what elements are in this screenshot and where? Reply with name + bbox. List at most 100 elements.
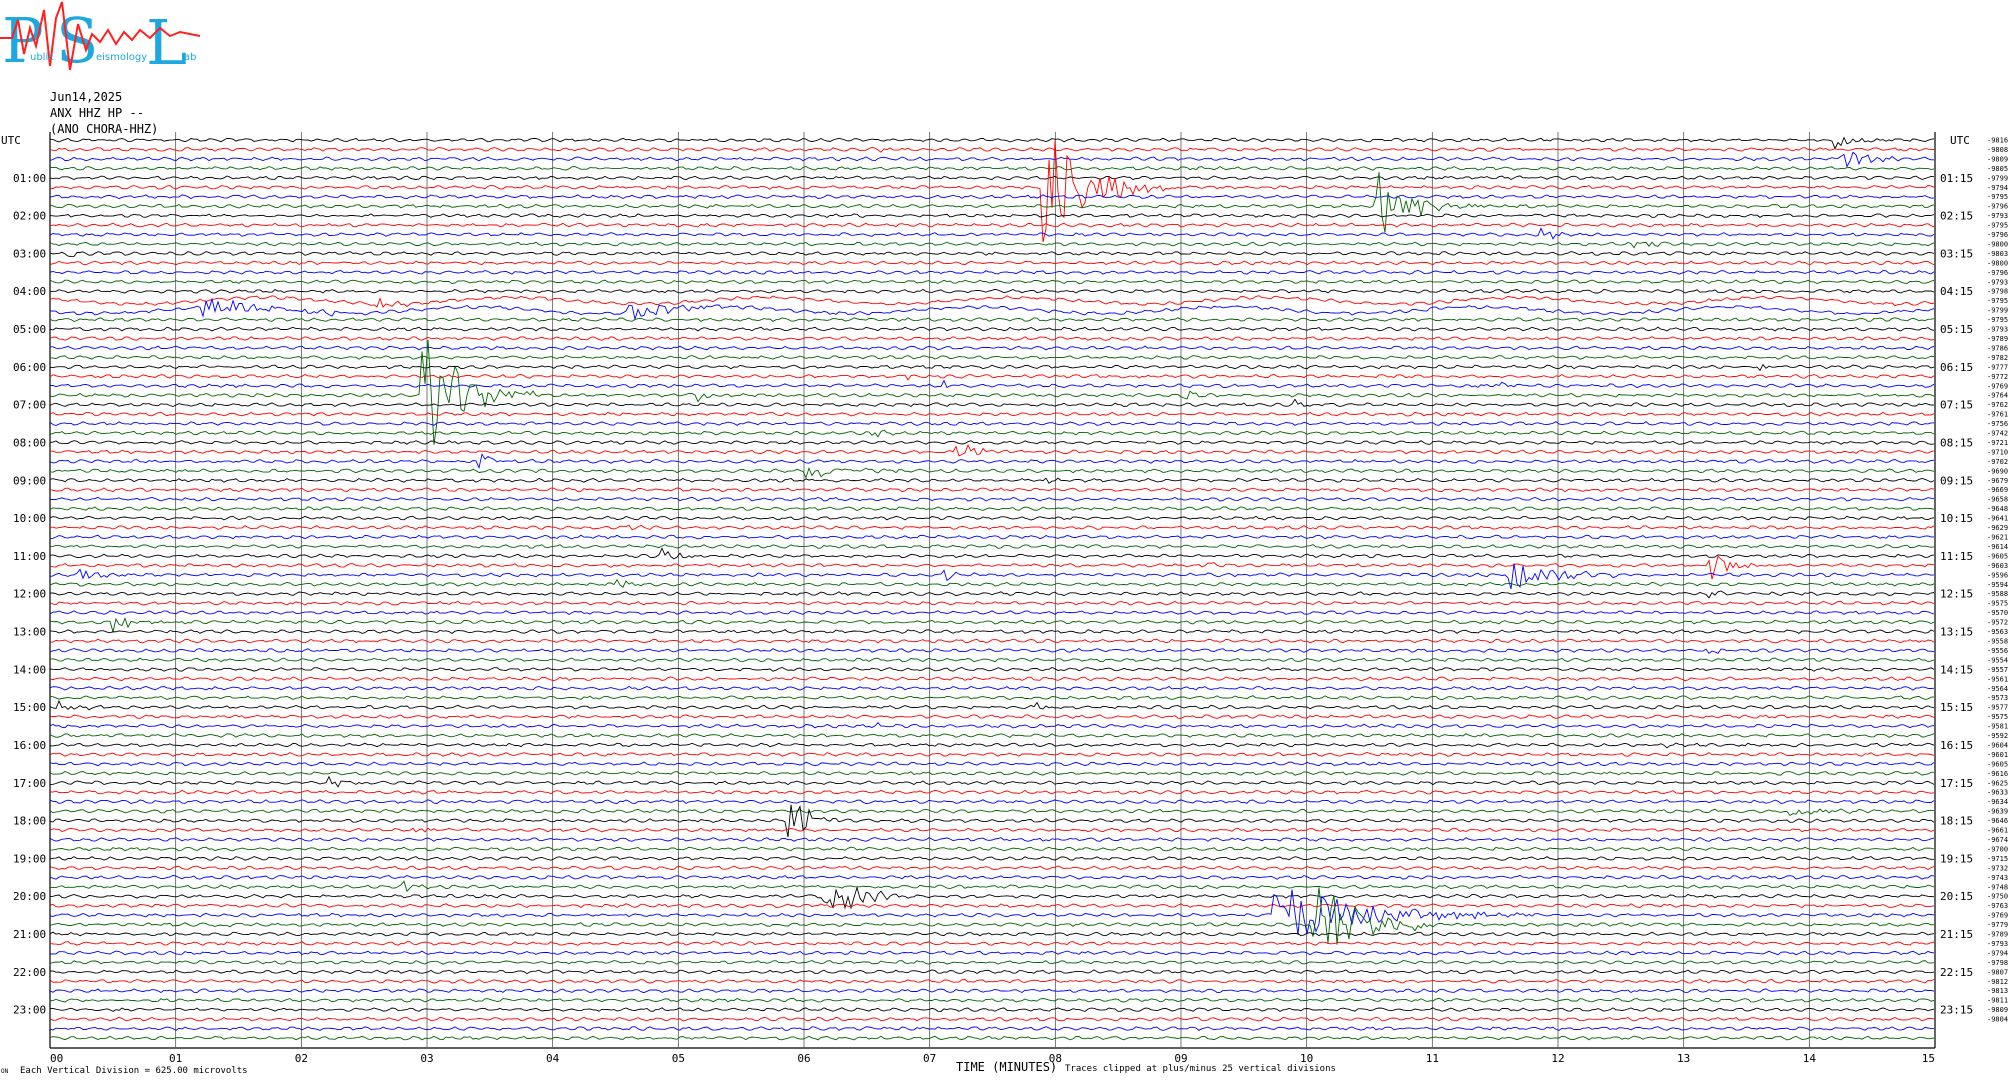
- trace-32: [49, 440, 1935, 445]
- trace-5: [49, 140, 1935, 243]
- trace-64: [49, 742, 1935, 749]
- trace-89: [49, 978, 1935, 984]
- trace-65: [49, 752, 1935, 757]
- trace-8: [49, 213, 1935, 219]
- trace-45: [49, 555, 1935, 580]
- trace-12: [49, 251, 1935, 258]
- trace-offset-label: -9616: [1987, 770, 2008, 778]
- trace-offset-label: -9812: [1987, 978, 2008, 986]
- trace-21: [49, 336, 1935, 341]
- hour-label-right: 13:15: [1940, 626, 1973, 639]
- x-tick-label: 07: [923, 1052, 936, 1065]
- trace-67: [49, 771, 1934, 776]
- trace-61: [49, 714, 1935, 720]
- trace-offset-label: -9634: [1987, 798, 2008, 806]
- trace-offset-label: -9816: [1987, 137, 2008, 145]
- trace-1: [49, 147, 1935, 153]
- hour-label-right: 10:15: [1940, 512, 1973, 525]
- trace-offset-label: -9604: [1987, 741, 2008, 749]
- x-axis-title: TIME (MINUTES): [956, 1060, 1057, 1074]
- trace-11: [49, 241, 1935, 249]
- trace-offset-label: -9796: [1987, 203, 2008, 211]
- hour-label-right: 03:15: [1940, 247, 1973, 260]
- trace-offset-label: -9601: [1987, 751, 2008, 759]
- trace-offset-label: -9588: [1987, 590, 2008, 598]
- trace-offset-label: -9762: [1987, 401, 2008, 409]
- x-tick-label: 12: [1551, 1052, 1564, 1065]
- x-tick-label: 13: [1677, 1052, 1690, 1065]
- trace-47: [49, 578, 1935, 588]
- hour-label-left: 20:00: [13, 890, 46, 903]
- x-tick-label: 02: [295, 1052, 308, 1065]
- footer-left-mark: ON: [1, 1068, 9, 1075]
- hour-label-left: 06:00: [13, 361, 46, 374]
- trace-offset-label: -9572: [1987, 619, 2008, 627]
- trace-offset-label: -9764: [1987, 392, 2008, 400]
- trace-54: [49, 648, 1935, 655]
- trace-offset-label: -9782: [1987, 354, 2008, 362]
- x-tick-label: 14: [1803, 1052, 1817, 1065]
- hour-label-left: 05:00: [13, 323, 46, 336]
- trace-offset-label: -9805: [1987, 165, 2008, 173]
- trace-68: [49, 775, 1935, 788]
- trace-offset-label: -9811: [1987, 997, 2008, 1005]
- trace-offset-label: -9796: [1987, 231, 2008, 239]
- hour-label-right: 08:15: [1940, 436, 1973, 449]
- trace-37: [49, 487, 1935, 493]
- trace-offset-label: -9750: [1987, 893, 2008, 901]
- trace-offset-label: -9633: [1987, 789, 2008, 797]
- trace-offset-label: -9556: [1987, 647, 2008, 655]
- trace-66: [49, 761, 1935, 767]
- trace-78: [49, 874, 1935, 880]
- hour-label-left: 13:00: [13, 626, 46, 639]
- trace-31: [49, 429, 1935, 438]
- trace-93: [49, 1016, 1935, 1022]
- trace-20: [49, 326, 1935, 332]
- trace-offset-label: -9789: [1987, 931, 2008, 939]
- trace-offset-label: -9661: [1987, 827, 2008, 835]
- logo-subtext-lab: ab: [184, 52, 196, 63]
- x-tick-label: 04: [546, 1052, 560, 1065]
- trace-offset-label: -9793: [1987, 326, 2008, 334]
- logo-seismogram: [0, 1, 201, 71]
- trace-offset-label: -9646: [1987, 817, 2008, 825]
- trace-offset-label: -9799: [1987, 307, 2008, 315]
- trace-57: [49, 676, 1935, 682]
- x-tick-label: 06: [797, 1052, 810, 1065]
- trace-offset-label: -9798: [1987, 959, 2008, 967]
- hour-label-right: 17:15: [1940, 777, 1973, 790]
- trace-offset-label: -9592: [1987, 732, 2008, 740]
- trace-84: [49, 931, 1935, 937]
- trace-3: [49, 165, 1935, 171]
- hour-label-left: 09:00: [13, 474, 46, 487]
- trace-28: [49, 398, 1935, 408]
- trace-offset-label: -9809: [1987, 155, 2008, 163]
- trace-9: [49, 222, 1935, 228]
- trace-22: [50, 345, 1935, 351]
- trace-24: [50, 363, 1935, 372]
- trace-73: [49, 827, 1935, 833]
- trace-offset-label: -9779: [1987, 921, 2008, 929]
- trace-72: [49, 804, 1935, 838]
- trace-56: [49, 666, 1935, 672]
- hour-label-right: 04:15: [1940, 285, 1973, 298]
- trace-offset-label: -9648: [1987, 505, 2008, 513]
- trace-offset-label: -9558: [1987, 637, 2008, 645]
- trace-offset-label: -9721: [1987, 439, 2008, 447]
- hour-label-right: 16:15: [1940, 739, 1973, 752]
- trace-group: [49, 136, 1935, 1041]
- trace-51: [49, 617, 1935, 634]
- x-tick-label: 10: [1300, 1052, 1313, 1065]
- trace-75: [49, 846, 1935, 852]
- trace-94: [49, 1026, 1935, 1031]
- trace-50: [49, 610, 1935, 616]
- trace-offset-label: -9570: [1987, 609, 2008, 617]
- trace-offset-label: -9563: [1987, 628, 2008, 636]
- trace-offset-label: -9795: [1987, 222, 2008, 230]
- trace-offset-label: -9629: [1987, 524, 2008, 532]
- trace-offset-label: -9702: [1987, 458, 2008, 466]
- trace-offset-label: -9603: [1987, 562, 2008, 570]
- trace-offset-label: -9800: [1987, 259, 2008, 267]
- trace-offset-label: -9679: [1987, 477, 2008, 485]
- trace-offset-label: -9793: [1987, 940, 2008, 948]
